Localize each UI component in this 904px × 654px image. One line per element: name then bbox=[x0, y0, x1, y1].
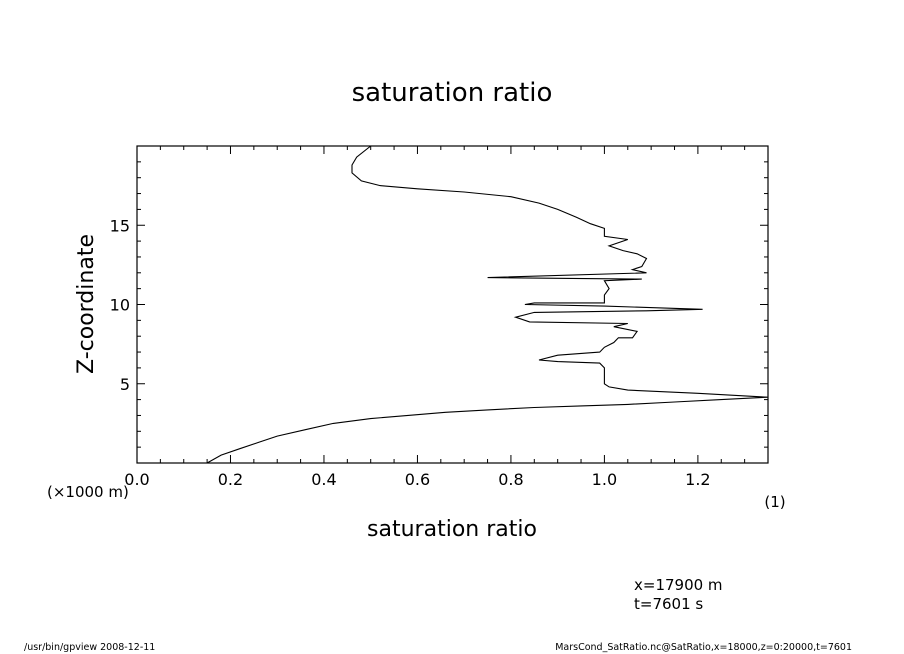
x-tick-label: 0.0 bbox=[124, 470, 149, 489]
y-axis-label: Z-coordinate bbox=[74, 234, 99, 374]
y-axis-unit: (×1000 m) bbox=[47, 483, 129, 501]
chart-title: saturation ratio bbox=[352, 78, 553, 108]
x-tick-label: 0.4 bbox=[311, 470, 336, 489]
plot-frame bbox=[136, 145, 769, 464]
footer-left: /usr/bin/gpview 2008-12-11 bbox=[24, 642, 155, 653]
info-t-value: t=7601 s bbox=[634, 595, 703, 613]
y-tick-labels: 5 10 15 bbox=[110, 216, 130, 394]
x-tick-labels: 0.0 0.2 0.4 0.6 0.8 1.0 1.2 bbox=[124, 470, 710, 489]
x-tick-label: 0.2 bbox=[218, 470, 243, 489]
y-tick-label: 5 bbox=[120, 375, 130, 394]
series-line bbox=[206, 145, 769, 464]
x-axis-label: saturation ratio bbox=[367, 517, 537, 542]
x-axis-unit: (1) bbox=[764, 493, 785, 511]
footer-right: MarsCond_SatRatio.nc@SatRatio,x=18000,z=… bbox=[555, 642, 852, 653]
x-tick-label: 1.0 bbox=[592, 470, 617, 489]
axis-ticks bbox=[136, 145, 769, 463]
y-tick-label: 15 bbox=[110, 216, 130, 235]
info-x-value: x=17900 m bbox=[634, 576, 723, 594]
x-tick-label: 0.6 bbox=[405, 470, 430, 489]
x-tick-label: 1.2 bbox=[685, 470, 710, 489]
y-tick-label: 10 bbox=[110, 296, 130, 315]
x-tick-label: 0.8 bbox=[498, 470, 523, 489]
